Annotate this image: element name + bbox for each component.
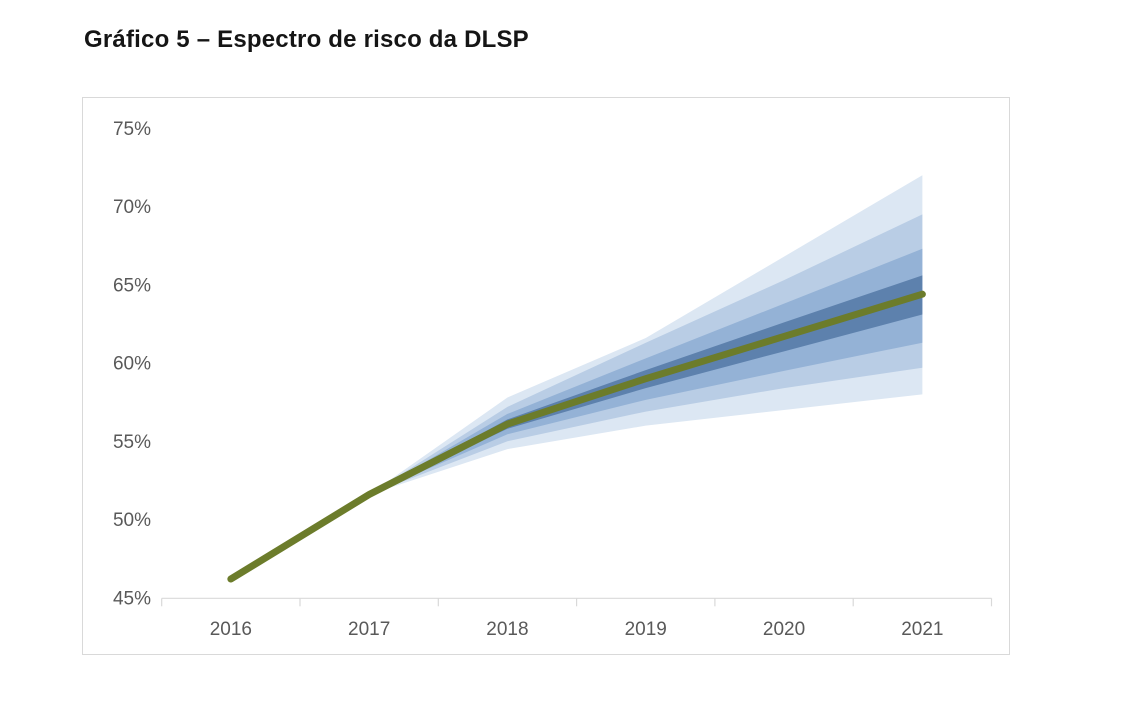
x-axis-label: 2020 bbox=[763, 619, 805, 640]
x-axis-label: 2021 bbox=[901, 619, 943, 640]
inner-band bbox=[369, 275, 923, 495]
y-axis-label: 65% bbox=[113, 275, 151, 296]
y-axis-label: 55% bbox=[113, 432, 151, 453]
central-projection-line bbox=[227, 290, 926, 583]
y-axis-label: 50% bbox=[113, 510, 151, 531]
chart-frame: 75% 70% 65% 60% 55% 50% 45% 2016 2017 2018 2019 202… bbox=[82, 97, 1010, 655]
x-axis-label: 2017 bbox=[348, 619, 390, 640]
y-axis-label: 75% bbox=[113, 119, 151, 140]
chart-title: Gráfico 5 – Espectro de risco da DLSP bbox=[84, 26, 529, 53]
fan-chart: 75% 70% 65% 60% 55% 50% 45% 2016 2017 2018 2019 202… bbox=[82, 97, 1010, 655]
y-axis-label: 45% bbox=[113, 588, 151, 609]
y-axis-label: 70% bbox=[113, 197, 151, 218]
x-axis-label: 2019 bbox=[625, 619, 667, 640]
y-axis-label: 60% bbox=[113, 354, 151, 375]
x-axis-label: 2018 bbox=[486, 619, 528, 640]
x-axis-label: 2016 bbox=[210, 619, 252, 640]
